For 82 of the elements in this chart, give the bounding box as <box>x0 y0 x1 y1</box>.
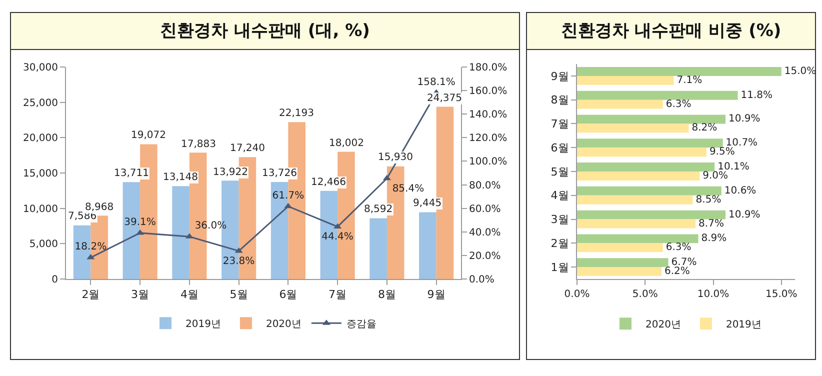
y-tick-label: 5월 <box>550 165 569 178</box>
y-tick-label: 25,000 <box>23 98 58 109</box>
data-label: 158.1% <box>417 76 456 88</box>
y-tick-label: 10,000 <box>23 204 58 215</box>
x-tick-label: 10.0% <box>697 289 730 300</box>
data-label: 6.3% <box>666 98 692 110</box>
y2-tick-label: 120.0% <box>469 133 508 144</box>
data-label: 18.2% <box>74 242 107 253</box>
data-label: 8,592 <box>364 204 393 215</box>
data-label: 17,883 <box>181 139 216 150</box>
y-tick-label: 9월 <box>550 70 569 83</box>
legend-label: 2020년 <box>646 320 681 330</box>
data-label: 10.9% <box>728 114 760 125</box>
data-label: 13,922 <box>213 167 248 178</box>
data-label: 9,445 <box>413 198 442 209</box>
y-tick-label: 5,000 <box>29 239 58 250</box>
data-label: 13,726 <box>262 168 297 179</box>
x-tick-label: 5월 <box>230 288 248 302</box>
data-label: 22,193 <box>279 108 314 119</box>
x-tick-label: 4월 <box>180 288 198 302</box>
y2-tick-label: 100.0% <box>469 156 508 168</box>
data-label: 13,711 <box>114 168 149 179</box>
data-label: 7,586 <box>68 211 97 222</box>
y-tick-label: 20,000 <box>23 133 58 144</box>
data-label: 9.5% <box>709 146 735 158</box>
data-label: 17,240 <box>230 143 265 154</box>
data-label: 6.3% <box>666 242 692 254</box>
data-label: 8.5% <box>696 194 722 206</box>
y2-tick-label: 140.0% <box>469 110 508 121</box>
x-tick-label: 3월 <box>131 288 150 302</box>
data-label: 15,930 <box>378 152 413 163</box>
y2-tick-label: 80.0% <box>469 180 501 192</box>
data-label: 61.7% <box>272 190 304 202</box>
legend-label: 2020년 <box>266 319 302 330</box>
y2-tick-label: 40.0% <box>469 227 501 238</box>
y-tick-label: 2월 <box>550 237 569 250</box>
y2-tick-label: 20.0% <box>469 250 501 262</box>
data-label: 8.2% <box>692 122 718 134</box>
data-label: 44.4% <box>322 232 354 243</box>
y-tick-label: 15,000 <box>23 168 58 180</box>
y-tick-label: 8월 <box>550 94 569 107</box>
data-label: 24,375 <box>427 93 462 104</box>
data-label: 6.2% <box>664 266 690 278</box>
x-tick-label: 9월 <box>427 288 446 302</box>
data-label: 9.0% <box>702 170 728 182</box>
x-tick-label: 0.0% <box>564 289 590 300</box>
y-tick-label: 30,000 <box>23 62 58 74</box>
y2-tick-label: 0.0% <box>469 274 494 286</box>
x-tick-label: 7월 <box>328 288 347 302</box>
data-label: 8.9% <box>701 233 727 244</box>
legend-label: 2019년 <box>186 319 221 330</box>
data-label: 36.0% <box>194 220 227 232</box>
data-label: 8,968 <box>85 202 114 213</box>
data-label: 10.9% <box>728 209 760 220</box>
x-tick-label: 2월 <box>82 288 100 302</box>
y2-tick-label: 160.0% <box>469 86 508 98</box>
y-tick-label: 4월 <box>550 189 569 202</box>
x-tick-label: 6월 <box>279 288 298 302</box>
y2-tick-label: 180.0% <box>469 62 508 74</box>
legend-label: 2019년 <box>726 320 762 330</box>
y-tick-label: 1월 <box>550 260 569 274</box>
y-tick-label: 6월 <box>550 141 569 154</box>
x-tick-label: 15.0% <box>765 289 798 300</box>
y-tick-label: 3월 <box>550 213 569 226</box>
data-label: 23.8% <box>222 256 255 267</box>
data-label: 19,072 <box>131 130 166 141</box>
chart-title: 친환경차 내수판매 비중 (%) <box>527 13 815 50</box>
y-tick-label: 0 <box>52 274 58 286</box>
chart-title: 친환경차 내수판매 (대, %) <box>11 13 519 50</box>
data-label: 8.7% <box>698 218 724 230</box>
legend-label: 증감율 <box>346 319 376 330</box>
data-label: 12,466 <box>311 177 346 188</box>
data-label: 10.6% <box>724 185 756 196</box>
x-tick-label: 5.0% <box>632 289 658 300</box>
x-tick-label: 8월 <box>378 288 396 302</box>
y2-tick-label: 60.0% <box>469 204 501 215</box>
data-label: 18,002 <box>329 138 364 149</box>
data-label: 11.8% <box>740 90 773 101</box>
data-label: 13,148 <box>163 172 198 183</box>
y-tick-label: 7월 <box>550 118 569 131</box>
data-label: 39.1% <box>124 217 156 228</box>
data-label: 7.1% <box>676 74 702 86</box>
